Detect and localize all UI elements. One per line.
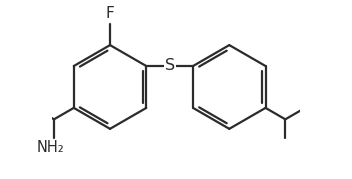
Text: F: F bbox=[105, 6, 114, 21]
Text: NH₂: NH₂ bbox=[36, 140, 64, 155]
Text: S: S bbox=[165, 58, 175, 73]
